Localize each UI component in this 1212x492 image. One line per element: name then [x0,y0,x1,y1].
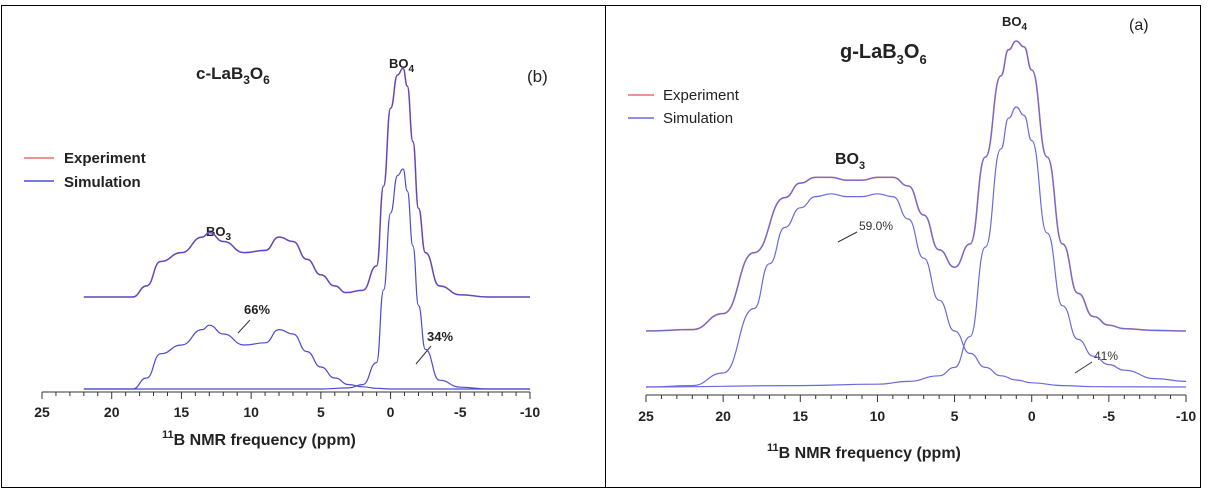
bo4-percent-pointer [415,345,432,365]
x-axis-ticks: 25 20 15 10 5 0 -5 -10 [638,395,1196,424]
series-line-bo3-component [645,193,1187,388]
x-tick-label: 15 [174,404,190,420]
bo3-label: BO3 [206,224,232,243]
x-tick-label: 10 [870,408,886,424]
x-axis-ticks: 25 20 15 10 5 0 -5 -10 [34,392,540,420]
x-tick-label: 0 [1028,408,1036,424]
series-line-simulation [83,67,530,298]
plot-lines [645,40,1187,388]
bo4-percent-pointer [1074,361,1093,374]
x-tick-label: -5 [1103,408,1116,424]
x-tick-label: 25 [34,404,50,420]
bo4-percent: 34% [427,329,453,344]
plot-lines [83,67,530,390]
x-tick-label: 15 [792,408,808,424]
bo4-label: BO4 [389,56,415,75]
series-line-bo4-component [645,106,1187,388]
x-axis-title: 11B NMR frequency (ppm) [162,429,356,449]
chart-panel-right: g-LaB3O6 (a) BO4 BO3 Experiment Simulati… [605,5,1201,488]
series-line-bo3-component [83,324,530,390]
bo3-label: BO3 [835,151,865,172]
bo3-percent: 59.0% [859,219,893,233]
chart-title: c-LaB3O6 [196,64,270,87]
x-tick-label: 10 [243,404,259,420]
chart-left: c-LaB3O6 (b) BO4 BO3 Experiment Simulati… [24,56,548,449]
x-axis-title: 11B NMR frequency (ppm) [767,442,961,462]
series-line-experiment [83,67,530,298]
series-line-simulation [645,40,1187,332]
x-tick-label: 20 [104,404,120,420]
bo3-percent: 66% [244,302,270,317]
x-tick-label: 5 [951,408,959,424]
legend-label-experiment: Experiment [64,150,146,167]
legend-label-simulation: Simulation [64,174,141,191]
chart-title: g-LaB3O6 [840,41,927,67]
x-tick-label: 0 [387,404,395,420]
bo3-percent-pointer [837,231,858,243]
bo4-percent: 41% [1094,349,1118,363]
panel-label: (a) [1129,17,1149,34]
legend: Experiment Simulation [628,87,740,127]
x-tick-label: 5 [317,404,325,420]
x-tick-label: -10 [1176,408,1196,424]
legend-label-experiment: Experiment [663,87,740,104]
legend-label-simulation: Simulation [663,110,733,127]
series-line-experiment [645,40,1187,332]
x-tick-label: -10 [520,404,540,420]
series-line-bo4-component [83,168,530,390]
bo3-percent-pointer [237,319,251,334]
legend: Experiment Simulation [24,150,146,191]
chart-panel-left: c-LaB3O6 (b) BO4 BO3 Experiment Simulati… [1,5,606,488]
x-tick-label: 25 [638,408,654,424]
chart-right: g-LaB3O6 (a) BO4 BO3 Experiment Simulati… [628,14,1196,462]
x-tick-label: -5 [454,404,467,420]
x-tick-label: 20 [715,408,731,424]
bo4-label: BO4 [1002,14,1028,33]
panel-label: (b) [527,67,548,86]
